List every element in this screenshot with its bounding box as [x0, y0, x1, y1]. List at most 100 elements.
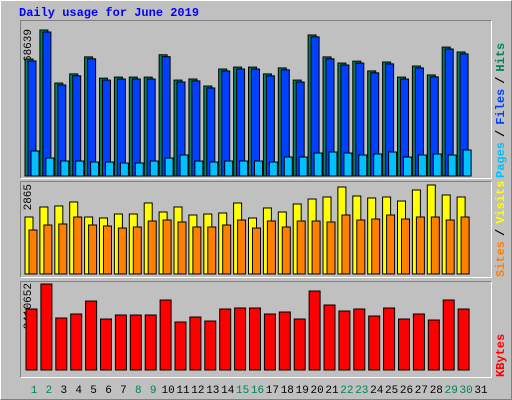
panel-bevel	[20, 281, 492, 378]
legend-entry: Files	[494, 89, 508, 125]
x-tick-label: 16	[251, 385, 264, 397]
bar	[132, 226, 142, 275]
legend-entry: Sites	[494, 241, 508, 277]
bar	[177, 221, 187, 275]
x-tick-label: 15	[236, 385, 249, 397]
bar	[398, 318, 410, 371]
x-tick-label: 7	[120, 385, 127, 397]
bar	[323, 304, 336, 371]
bar	[296, 220, 306, 275]
bar	[462, 149, 472, 177]
bar	[131, 78, 141, 177]
bar	[224, 160, 234, 177]
bar	[25, 308, 38, 371]
bar	[386, 214, 396, 275]
x-tick-label: 12	[191, 385, 204, 397]
bar	[427, 319, 440, 371]
x-tick-label: 5	[90, 385, 97, 397]
bar	[251, 68, 260, 177]
bar	[457, 308, 470, 371]
legend-separator: /	[494, 229, 508, 236]
bar	[412, 313, 425, 371]
x-tick-label: 2	[46, 385, 53, 397]
bar	[401, 218, 410, 275]
legend-separator: /	[494, 77, 508, 84]
bar	[236, 68, 246, 177]
bar	[164, 157, 174, 177]
bar	[117, 227, 127, 275]
x-tick-label: 30	[459, 385, 472, 397]
bar	[403, 156, 412, 177]
legend: Sites / Visits	[494, 181, 508, 277]
x-tick-label: 18	[281, 385, 294, 397]
bar	[103, 225, 112, 275]
bar	[368, 315, 381, 371]
x-tick-label: 28	[430, 385, 443, 397]
bar	[415, 216, 425, 275]
bar	[326, 221, 336, 275]
bar	[87, 58, 97, 177]
bar	[430, 216, 440, 275]
bar	[70, 313, 83, 371]
bar	[119, 162, 129, 177]
bar	[129, 314, 142, 371]
bar	[147, 220, 157, 275]
legend-separator: /	[494, 130, 508, 137]
bar	[219, 308, 232, 371]
bar	[343, 152, 353, 177]
bar	[149, 160, 159, 177]
bar	[174, 321, 187, 371]
bar	[105, 161, 114, 177]
legend-entry: Pages	[494, 142, 508, 178]
bar	[30, 150, 40, 177]
bar	[254, 160, 263, 177]
bar	[159, 299, 172, 371]
bar	[114, 314, 127, 371]
bar	[338, 310, 351, 371]
bar	[447, 154, 457, 177]
x-tick-label: 10	[161, 385, 174, 397]
bar	[311, 220, 321, 275]
bar	[417, 154, 427, 177]
x-tick-label: 9	[150, 385, 157, 397]
x-tick-label: 29	[445, 385, 458, 397]
bar	[358, 154, 368, 177]
x-tick-label: 22	[340, 385, 353, 397]
bar	[252, 227, 261, 275]
y-tick-label: 68639	[23, 29, 35, 62]
bar	[313, 152, 323, 177]
x-tick-label: 31	[474, 385, 488, 397]
bar	[278, 311, 291, 371]
bar	[45, 157, 55, 177]
x-tick-label: 19	[296, 385, 309, 397]
x-tick-label: 14	[221, 385, 235, 397]
bar	[234, 307, 247, 371]
bar	[293, 318, 306, 371]
x-tick-label: 1	[31, 385, 38, 397]
bar	[308, 290, 321, 371]
bar	[189, 316, 202, 371]
legend: Pages / Files / Hits	[494, 43, 508, 178]
legend: KBytes	[494, 334, 508, 377]
x-tick-label: 11	[176, 385, 190, 397]
bar	[283, 156, 293, 177]
panel-bevel	[20, 20, 492, 179]
bar	[100, 318, 112, 371]
bar	[263, 313, 276, 371]
bar	[442, 299, 455, 371]
bar	[237, 219, 247, 275]
x-tick-label: 24	[370, 385, 384, 397]
bar	[268, 161, 278, 177]
bar	[40, 283, 53, 371]
bar	[207, 226, 217, 275]
bar	[144, 314, 157, 371]
bar	[162, 219, 172, 275]
bar	[55, 317, 68, 371]
bar	[341, 214, 351, 275]
x-tick-label: 27	[415, 385, 428, 397]
x-tick-label: 17	[266, 385, 279, 397]
bar	[88, 224, 98, 275]
bar	[85, 300, 98, 371]
